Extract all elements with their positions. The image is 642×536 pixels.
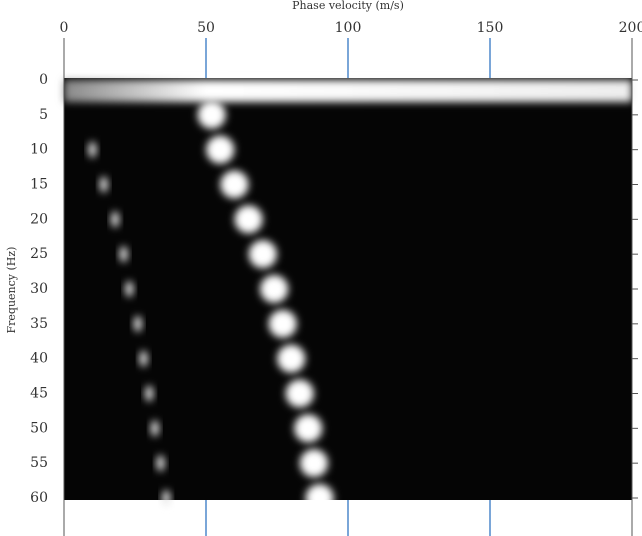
y-tick-label: 45 — [30, 386, 48, 402]
x-tick-label: 200 — [619, 20, 642, 36]
ridge-peak — [88, 142, 96, 158]
ridge-peak — [151, 420, 159, 436]
ridge-peak — [260, 275, 288, 303]
y-tick-label: 0 — [39, 72, 48, 88]
ridge-peak — [140, 351, 148, 367]
ridge-peak — [277, 345, 305, 373]
y-tick-label: 20 — [30, 211, 48, 227]
ridge-peak — [120, 246, 128, 262]
ridge-peak — [269, 310, 297, 338]
ridge-peak — [294, 414, 322, 442]
top-band — [64, 80, 632, 102]
plot-background — [64, 78, 632, 500]
ridge-peak — [134, 316, 142, 332]
y-axis-label: Frequency (Hz) — [5, 247, 18, 334]
y-tick-label: 60 — [30, 490, 48, 506]
x-tick-label: 150 — [477, 20, 504, 36]
ridge-peak — [145, 386, 153, 402]
y-tick-label: 50 — [30, 420, 48, 436]
plot-area — [64, 78, 632, 512]
x-tick-label: 100 — [335, 20, 362, 36]
ridge-peak — [162, 490, 170, 506]
y-tick-label: 30 — [30, 281, 48, 297]
ridge-peak — [220, 171, 248, 199]
ridge-peak — [300, 449, 328, 477]
y-tick-label: 25 — [30, 246, 48, 262]
x-tick-label: 0 — [60, 20, 69, 36]
y-tick-label: 15 — [30, 177, 48, 193]
y-tick-label: 55 — [30, 455, 48, 471]
y-tick-label: 10 — [30, 142, 48, 158]
chart: Phase velocity (m/s) Frequency (Hz) 0501… — [0, 0, 642, 536]
ridge-peak — [198, 101, 226, 129]
y-tick-label: 40 — [30, 351, 48, 367]
chart-title: Phase velocity (m/s) — [292, 0, 404, 12]
ridge-peak — [306, 484, 334, 512]
ridge-peak — [235, 205, 263, 233]
x-tick-label: 50 — [197, 20, 215, 36]
ridge-peak — [206, 136, 234, 164]
ridge-peak — [286, 380, 314, 408]
ridge-peak — [100, 177, 108, 193]
ridge-peak — [111, 211, 119, 227]
ridge-peak — [249, 240, 277, 268]
ridge-peak — [157, 455, 165, 471]
y-tick-label: 5 — [39, 107, 48, 123]
y-tick-label: 35 — [30, 316, 48, 332]
ridge-peak — [125, 281, 133, 297]
